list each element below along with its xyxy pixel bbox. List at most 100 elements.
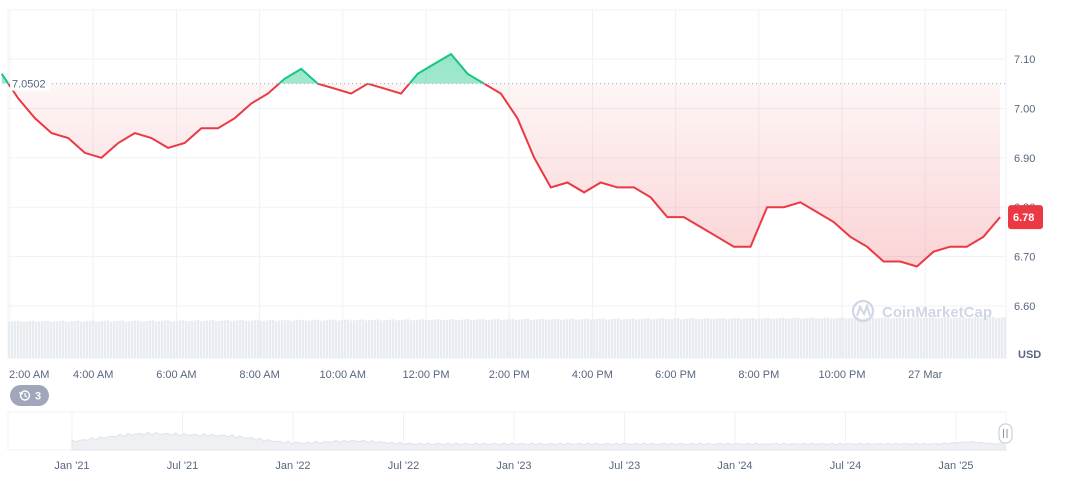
- volume-bar: [245, 321, 248, 358]
- volume-bar: [452, 319, 455, 358]
- volume-bar: [863, 318, 866, 358]
- volume-bar: [707, 317, 710, 358]
- navigator-tick-label: Jan '22: [275, 460, 310, 472]
- volume-bar: [650, 319, 653, 358]
- volume-bar: [416, 319, 419, 358]
- volume-bar: [134, 320, 137, 358]
- volume-bar: [512, 318, 515, 358]
- volume-bar: [668, 319, 671, 358]
- watermark-text: CoinMarketCap: [882, 304, 992, 321]
- volume-bar: [935, 318, 938, 358]
- volume-bar: [776, 318, 779, 358]
- coinmarketcap-logo-icon: [851, 299, 875, 323]
- volume-bar: [155, 321, 158, 358]
- volume-bar: [116, 320, 119, 358]
- time-navigator[interactable]: Jan '21 Jul '21 Jan '22 Jul '22 Jan '23 Jul '…: [7, 411, 1013, 472]
- price-points: [1, 53, 1001, 267]
- volume-bar: [839, 317, 842, 358]
- volume-bar: [857, 317, 860, 358]
- volume-bar: [230, 321, 233, 358]
- volume-bar: [242, 319, 245, 358]
- history-badge[interactable]: 3: [10, 385, 49, 406]
- volume-bar: [995, 318, 998, 358]
- volume-bar: [842, 317, 845, 358]
- navigator-tick-label: Jan '23: [496, 460, 531, 472]
- volume-bar: [398, 320, 401, 358]
- volume-bar: [443, 319, 446, 358]
- x-tick-label: 6:00 PM: [655, 369, 696, 381]
- volume-bar: [8, 321, 11, 358]
- volume-bar: [131, 320, 134, 358]
- volume-bar: [197, 320, 200, 358]
- volume-bar: [569, 318, 572, 358]
- volume-bar: [962, 316, 965, 358]
- current-price-tag: 6.78: [1008, 205, 1043, 230]
- volume-bar: [758, 318, 761, 358]
- volume-bar: [785, 318, 788, 358]
- volume-bar: [764, 318, 767, 358]
- volume-bar: [602, 318, 605, 358]
- volume-bar: [449, 319, 452, 358]
- volume-bar: [770, 318, 773, 358]
- volume-bar: [395, 320, 398, 358]
- volume-bar: [149, 320, 152, 358]
- volume-bar: [914, 317, 917, 358]
- volume-bar: [461, 319, 464, 358]
- volume-bar: [35, 321, 38, 358]
- volume-bar: [911, 317, 914, 358]
- volume-bar: [419, 319, 422, 358]
- volume-bar: [728, 318, 731, 358]
- volume-bar: [617, 318, 620, 358]
- volume-bar: [227, 319, 230, 358]
- volume-bar: [281, 320, 284, 358]
- volume-bar: [158, 321, 161, 358]
- volume-bar: [818, 318, 821, 358]
- navigator-tick-label: Jan '25: [938, 460, 973, 472]
- volume-bar: [248, 320, 251, 358]
- volume-bar: [125, 321, 128, 358]
- volume-bar: [374, 319, 377, 358]
- volume-bar: [659, 318, 662, 358]
- volume-bar: [17, 320, 20, 358]
- volume-bar: [146, 320, 149, 358]
- volume-bar: [824, 317, 827, 358]
- volume-bar: [635, 319, 638, 358]
- navigator-handle[interactable]: [998, 423, 1013, 444]
- x-tick-label: 10:00 PM: [818, 369, 865, 381]
- volume-bar: [530, 319, 533, 358]
- volume-bar: [326, 320, 329, 358]
- volume-bar: [539, 318, 542, 358]
- volume-bar: [491, 319, 494, 358]
- volume-bar: [698, 318, 701, 358]
- volume-bar: [386, 319, 389, 358]
- volume-bar: [143, 321, 146, 358]
- volume-bar: [86, 321, 89, 358]
- volume-bar: [641, 318, 644, 358]
- volume-bar: [572, 318, 575, 358]
- volume-bar: [794, 317, 797, 358]
- volume-bar: [503, 319, 506, 358]
- volume-bar: [647, 318, 650, 358]
- volume-bar: [317, 319, 320, 358]
- history-icon: [18, 390, 31, 401]
- volume-bar: [689, 318, 692, 358]
- volume-bar: [470, 320, 473, 358]
- volume-bar: [983, 317, 986, 358]
- volume-bar: [413, 320, 416, 358]
- volume-bar: [959, 317, 962, 358]
- y-tick-label: 6.90: [1014, 153, 1035, 165]
- volume-bar: [200, 321, 203, 358]
- volume-bar: [893, 318, 896, 358]
- volume-bar: [677, 318, 680, 358]
- volume-bar: [458, 319, 461, 358]
- x-tick-label: 12:00 PM: [402, 369, 449, 381]
- volume-bar: [740, 319, 743, 358]
- volume-bar: [404, 319, 407, 358]
- volume-bar: [605, 319, 608, 358]
- volume-bar: [431, 319, 434, 358]
- volume-bar: [497, 318, 500, 358]
- volume-bar: [128, 321, 131, 358]
- volume-bar: [425, 320, 428, 358]
- volume-bar: [218, 320, 221, 358]
